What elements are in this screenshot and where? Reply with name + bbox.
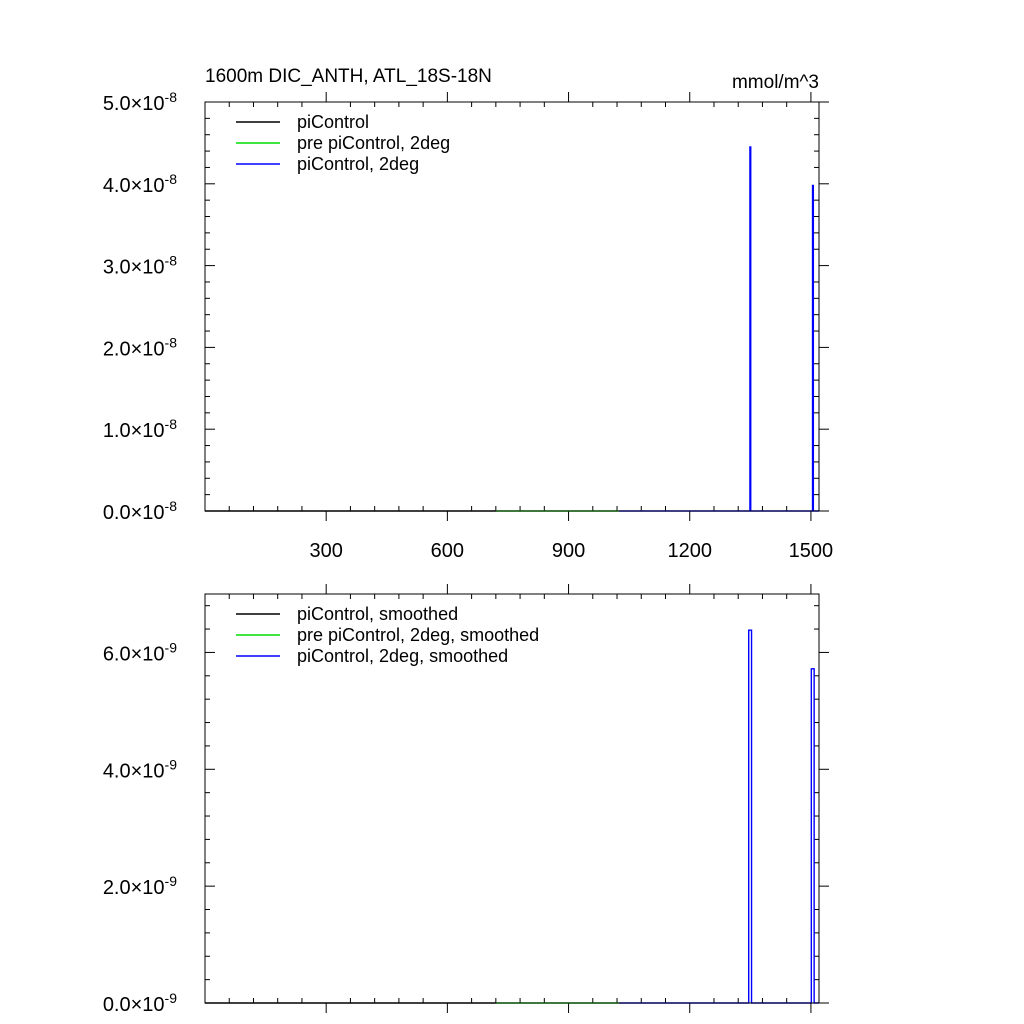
x-tick-label: 1500 (789, 540, 834, 562)
y-tick-label: 4.0×10-8 (103, 171, 177, 197)
y-tick-label: 0.0×10-8 (103, 498, 177, 524)
y-tick-label: 3.0×10-8 (103, 253, 177, 279)
legend-label: pre piControl, 2deg (297, 133, 450, 153)
x-tick-label: 1200 (667, 540, 712, 562)
chart-units: mmol/m^3 (732, 72, 819, 93)
legend-label: piControl (297, 112, 369, 132)
y-tick-label: 2.0×10-9 (103, 873, 177, 899)
x-tick-label: 600 (431, 540, 464, 562)
series-line-3 (619, 629, 819, 1004)
plot-frame (204, 593, 820, 1004)
legend-label: pre piControl, 2deg, smoothed (297, 625, 539, 645)
chart-panel-1: 1600m DIC_ANTH, ATL_18S-18N mmol/m^3 300 60… (103, 66, 833, 562)
y-tick-label: 2.0×10-8 (103, 334, 177, 360)
legend-label: piControl, smoothed (297, 604, 458, 624)
x-tick-label: 300 (309, 540, 342, 562)
y-tick-label: 6.0×10-9 (103, 639, 177, 665)
legend-label: piControl, 2deg (297, 154, 419, 174)
y-tick-label: 4.0×10-9 (103, 756, 177, 782)
plot-frame (204, 101, 820, 512)
legend-label: piControl, 2deg, smoothed (297, 646, 508, 666)
series-line-3 (619, 146, 819, 512)
x-tick-label: 900 (552, 540, 585, 562)
y-tick-label: 5.0×10-8 (103, 89, 177, 115)
chart-panel-2: 0.0×10-9 2.0×10-9 4.0×10-9 6.0×10-9 piContro… (103, 584, 829, 1016)
y-tick-label: 1.0×10-8 (103, 416, 177, 442)
y-tick-label: 0.0×10-9 (103, 990, 177, 1016)
chart-title: 1600m DIC_ANTH, ATL_18S-18N (205, 66, 492, 87)
